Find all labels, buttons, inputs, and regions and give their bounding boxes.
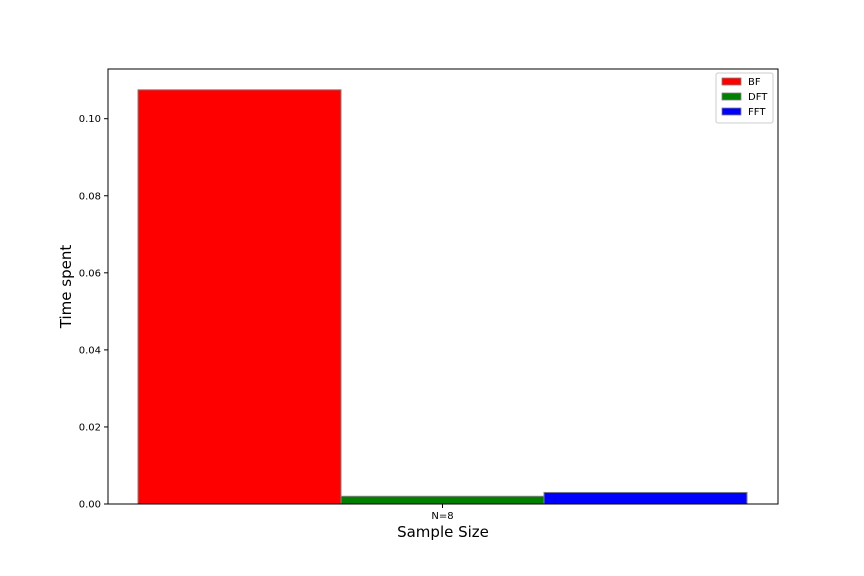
bar-bf-0	[137, 89, 342, 505]
legend-swatch-fft	[721, 107, 742, 116]
legend-label-bf: BF	[748, 77, 761, 88]
x-axis: N=8	[431, 504, 454, 522]
y-tick-label: 0.00	[79, 500, 101, 511]
y-tick-label: 0.02	[79, 422, 101, 433]
legend-label-dft: DFT	[748, 92, 768, 103]
x-tick-label: N=8	[431, 511, 453, 522]
bars-group	[137, 89, 748, 505]
y-axis: 0.00 0.02 0.04 0.06 0.08 0.10	[79, 114, 108, 511]
y-tick-label: 0.10	[79, 114, 101, 125]
y-tick-label: 0.04	[79, 345, 101, 356]
legend-label-fft: FFT	[748, 107, 766, 118]
legend-swatch-dft	[721, 92, 742, 101]
x-axis-title: Sample Size	[397, 523, 489, 541]
bar-fft-0	[543, 491, 748, 505]
bar-dft-0	[340, 495, 545, 505]
y-axis-title: Time spent	[57, 245, 75, 330]
legend-swatch-bf	[721, 77, 742, 86]
y-tick-label: 0.08	[79, 191, 101, 202]
legend: BF DFT FFT	[715, 72, 774, 124]
y-tick-label: 0.06	[79, 268, 101, 279]
